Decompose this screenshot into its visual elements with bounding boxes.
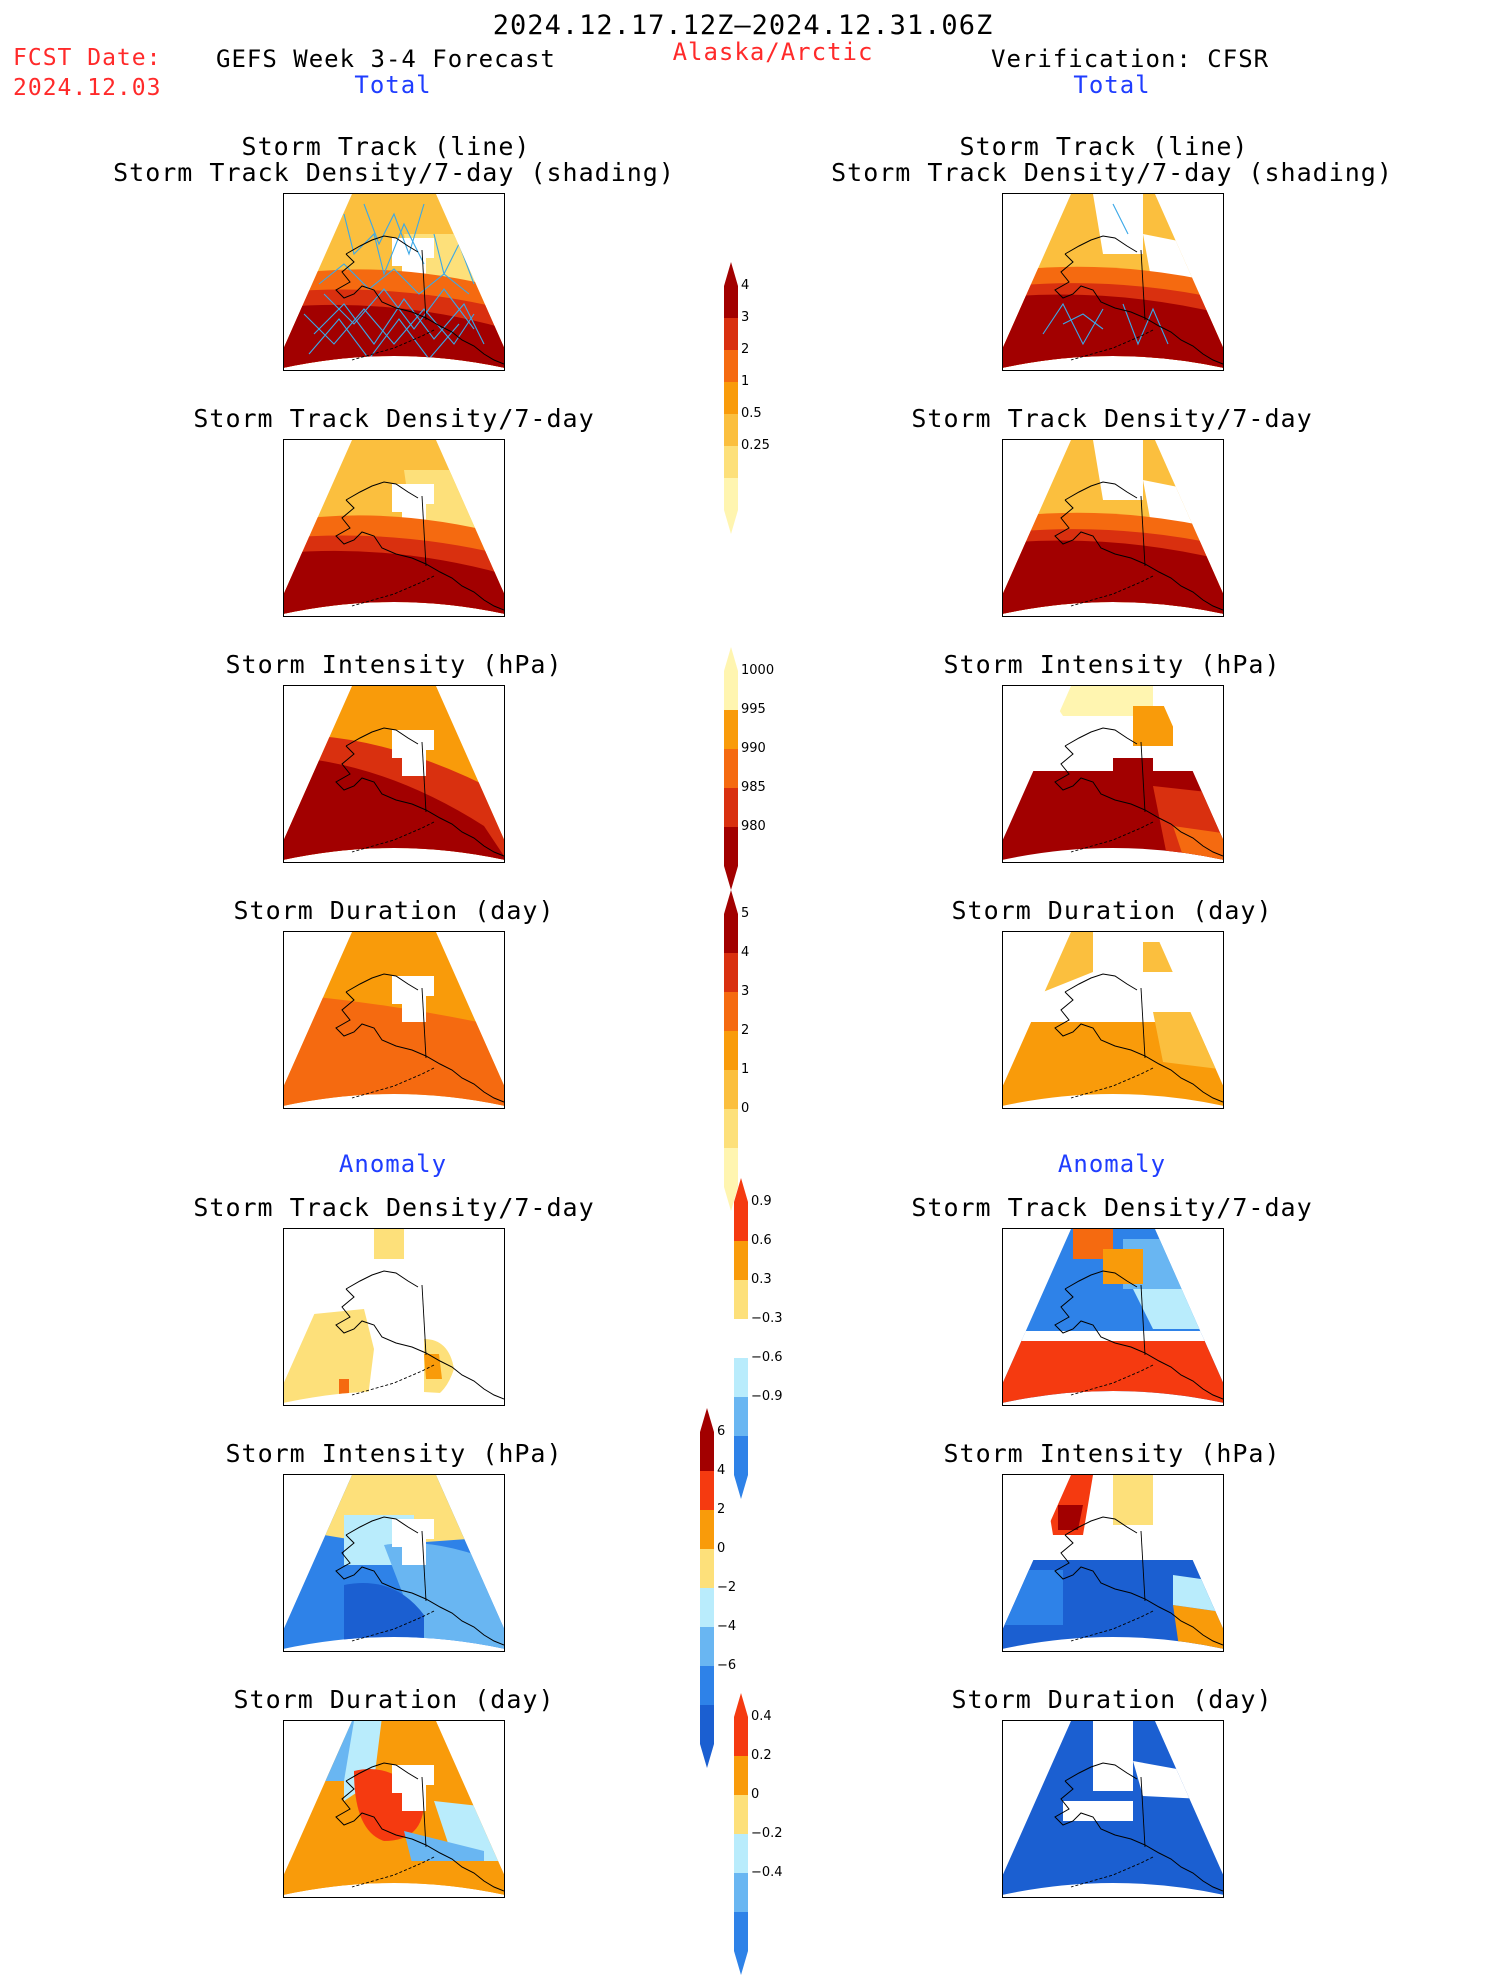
colorbar-anom-density-tick: −0.6 — [751, 1350, 783, 1365]
l-anom-duration-title: Storm Duration (day) — [233, 1685, 555, 1714]
l-anom-intensity-title: Storm Intensity (hPa) — [225, 1439, 563, 1468]
colorbar-density: 4 3 2 1 0.5 0.25 — [722, 262, 782, 544]
colorbar-density-tick: 4 — [741, 278, 750, 293]
colorbar-anom-duration-tick: −0.4 — [751, 1865, 783, 1880]
l-density-title: Storm Track Density/7-day — [193, 404, 595, 433]
colorbar-anom-density: 0.9 0.6 0.3 −0.3 −0.6 −0.9 — [732, 1178, 792, 1509]
colorbar-anom-intensity: 6 4 2 0 −2 −4 −6 — [698, 1408, 758, 1778]
fcst-date-value: 2024.12.03 — [13, 75, 162, 101]
colorbar-anom-density-tick: 0.3 — [751, 1272, 772, 1287]
colorbar-anom-duration-tick: 0.2 — [751, 1748, 772, 1763]
l-intensity-title: Storm Intensity (hPa) — [225, 650, 563, 679]
colorbar-anom-duration-tick: 0 — [751, 1787, 760, 1802]
map-r-anom-duration — [1002, 1720, 1224, 1898]
colorbar-anom-intensity-tick: 4 — [717, 1463, 726, 1478]
map-r-duration — [1002, 931, 1224, 1109]
map-l-track — [283, 193, 505, 371]
colorbar-duration: 5 4 3 2 1 0 — [722, 890, 782, 1221]
colorbar-density-tick: 1 — [741, 374, 750, 389]
left-total-label: Total — [354, 71, 432, 99]
colorbar-intensity-tick: 1000 — [741, 663, 775, 678]
model-title: GEFS Week 3-4 Forecast — [216, 45, 556, 73]
colorbar-anom-density-tick: 0.9 — [751, 1194, 772, 1209]
region-title: Alaska/Arctic — [672, 38, 874, 66]
colorbar-duration-tick: 5 — [741, 906, 750, 921]
r-anom-duration-title: Storm Duration (day) — [951, 1685, 1273, 1714]
r-density-title: Storm Track Density/7-day — [911, 404, 1313, 433]
map-l-density — [283, 439, 505, 617]
colorbar-intensity-tick: 980 — [741, 819, 766, 834]
r-track-title1: Storm Track (line) — [959, 132, 1249, 161]
colorbar-density-tick: 3 — [741, 310, 750, 325]
colorbar-intensity-tick: 995 — [741, 702, 766, 717]
colorbar-anom-intensity-tick: 6 — [717, 1424, 726, 1439]
colorbar-anom-intensity-tick: 2 — [717, 1502, 726, 1517]
map-l-intensity — [283, 685, 505, 863]
fcst-date-label: FCST Date: — [13, 45, 162, 71]
colorbar-anom-intensity-tick: −2 — [717, 1580, 737, 1595]
colorbar-anom-intensity-tick: −4 — [717, 1619, 737, 1634]
map-r-track — [1002, 193, 1224, 371]
r-anom-intensity-title: Storm Intensity (hPa) — [943, 1439, 1281, 1468]
map-r-anom-intensity — [1002, 1474, 1224, 1652]
map-r-density — [1002, 439, 1224, 617]
period-title: 2024.12.17.12Z–2024.12.31.06Z — [492, 10, 994, 41]
map-r-intensity — [1002, 685, 1224, 863]
colorbar-duration-tick: 4 — [741, 945, 750, 960]
colorbar-duration-tick: 2 — [741, 1023, 750, 1038]
colorbar-duration-tick: 0 — [741, 1101, 750, 1116]
colorbar-anom-duration-tick: 0.4 — [751, 1709, 772, 1724]
colorbar-density-tick: 2 — [741, 342, 750, 357]
colorbar-intensity-tick: 990 — [741, 741, 766, 756]
r-track-title2: Storm Track Density/7-day (shading) — [831, 158, 1393, 187]
left-anomaly-label: Anomaly — [338, 1150, 448, 1178]
map-l-anom-density — [283, 1228, 505, 1406]
colorbar-intensity-tick: 985 — [741, 780, 766, 795]
map-l-duration — [283, 931, 505, 1109]
colorbar-anom-intensity-tick: 0 — [717, 1541, 726, 1556]
colorbar-duration-tick: 1 — [741, 1062, 750, 1077]
l-track-title2: Storm Track Density/7-day (shading) — [113, 158, 675, 187]
l-duration-title: Storm Duration (day) — [233, 896, 555, 925]
colorbar-anom-density-tick: −0.9 — [751, 1389, 783, 1404]
r-intensity-title: Storm Intensity (hPa) — [943, 650, 1281, 679]
l-anom-density-title: Storm Track Density/7-day — [193, 1193, 595, 1222]
map-l-anom-duration — [283, 1720, 505, 1898]
colorbar-anom-density-tick: 0.6 — [751, 1233, 772, 1248]
colorbar-density-tick: 0.25 — [741, 438, 770, 453]
colorbar-density-tick: 0.5 — [741, 406, 762, 421]
r-anom-density-title: Storm Track Density/7-day — [911, 1193, 1313, 1222]
verification-title: Verification: CFSR — [991, 45, 1270, 73]
colorbar-intensity: 1000 995 990 985 980 — [722, 647, 782, 900]
map-l-anom-intensity — [283, 1474, 505, 1652]
colorbar-anom-duration-tick: −0.2 — [751, 1826, 783, 1841]
colorbar-anom-intensity-tick: −6 — [717, 1658, 737, 1673]
map-r-anom-density — [1002, 1228, 1224, 1406]
colorbar-duration-tick: 3 — [741, 984, 750, 999]
right-anomaly-label: Anomaly — [1057, 1150, 1167, 1178]
colorbar-anom-duration: 0.4 0.2 0 −0.2 −0.4 — [732, 1693, 792, 1985]
l-track-title1: Storm Track (line) — [241, 132, 531, 161]
r-duration-title: Storm Duration (day) — [951, 896, 1273, 925]
right-total-label: Total — [1073, 71, 1151, 99]
colorbar-anom-density-tick: −0.3 — [751, 1311, 783, 1326]
